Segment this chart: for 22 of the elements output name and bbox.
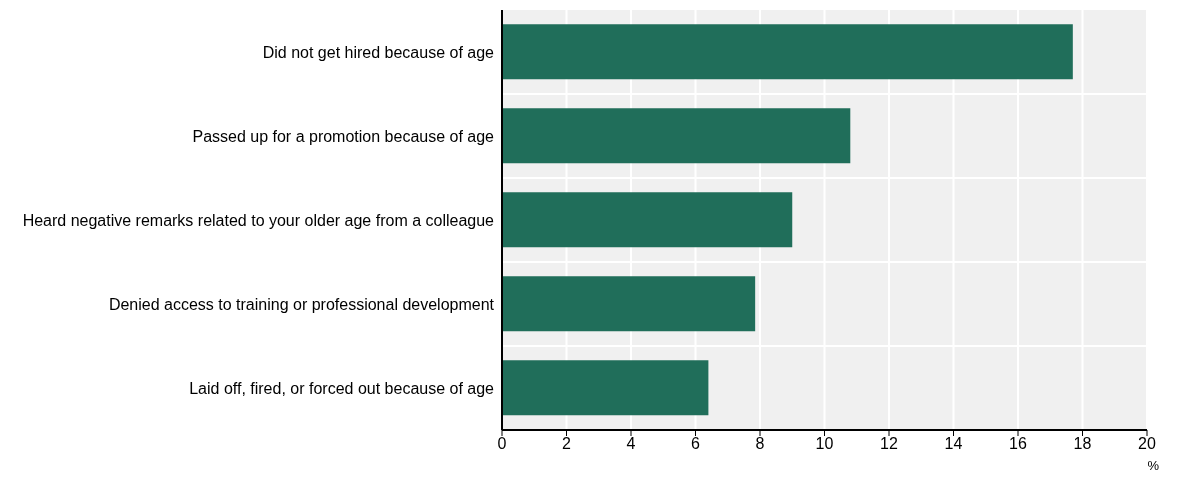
x-tick-label: 16 xyxy=(1009,435,1027,453)
y-tick-label: Did not get hired because of age xyxy=(262,43,495,61)
x-tick-label: 10 xyxy=(815,435,834,453)
bar xyxy=(502,108,851,164)
bar xyxy=(502,276,756,332)
x-tick-label: 8 xyxy=(755,435,765,453)
y-tick-label: Denied access to training or professional development xyxy=(108,295,495,313)
x-tick-label: 0 xyxy=(497,435,507,453)
bar xyxy=(502,360,709,416)
x-tick-label: 12 xyxy=(880,435,898,453)
x-tick-label: 4 xyxy=(626,435,636,453)
bar xyxy=(502,192,793,248)
bar xyxy=(502,24,1073,80)
x-tick-label: 2 xyxy=(562,435,572,453)
x-tick-label: 6 xyxy=(691,435,701,453)
x-tick-label: 20 xyxy=(1138,435,1156,453)
x-axis-title: % xyxy=(1147,458,1160,473)
y-tick-label: Passed up for a promotion because of age xyxy=(192,127,495,145)
x-tick-label: 18 xyxy=(1073,435,1092,453)
x-tick-label: 14 xyxy=(944,435,963,453)
y-tick-label: Heard negative remarks related to your older age from a colleague xyxy=(22,211,495,229)
y-tick-label: Laid off, fired, or forced out because of age xyxy=(189,379,495,397)
